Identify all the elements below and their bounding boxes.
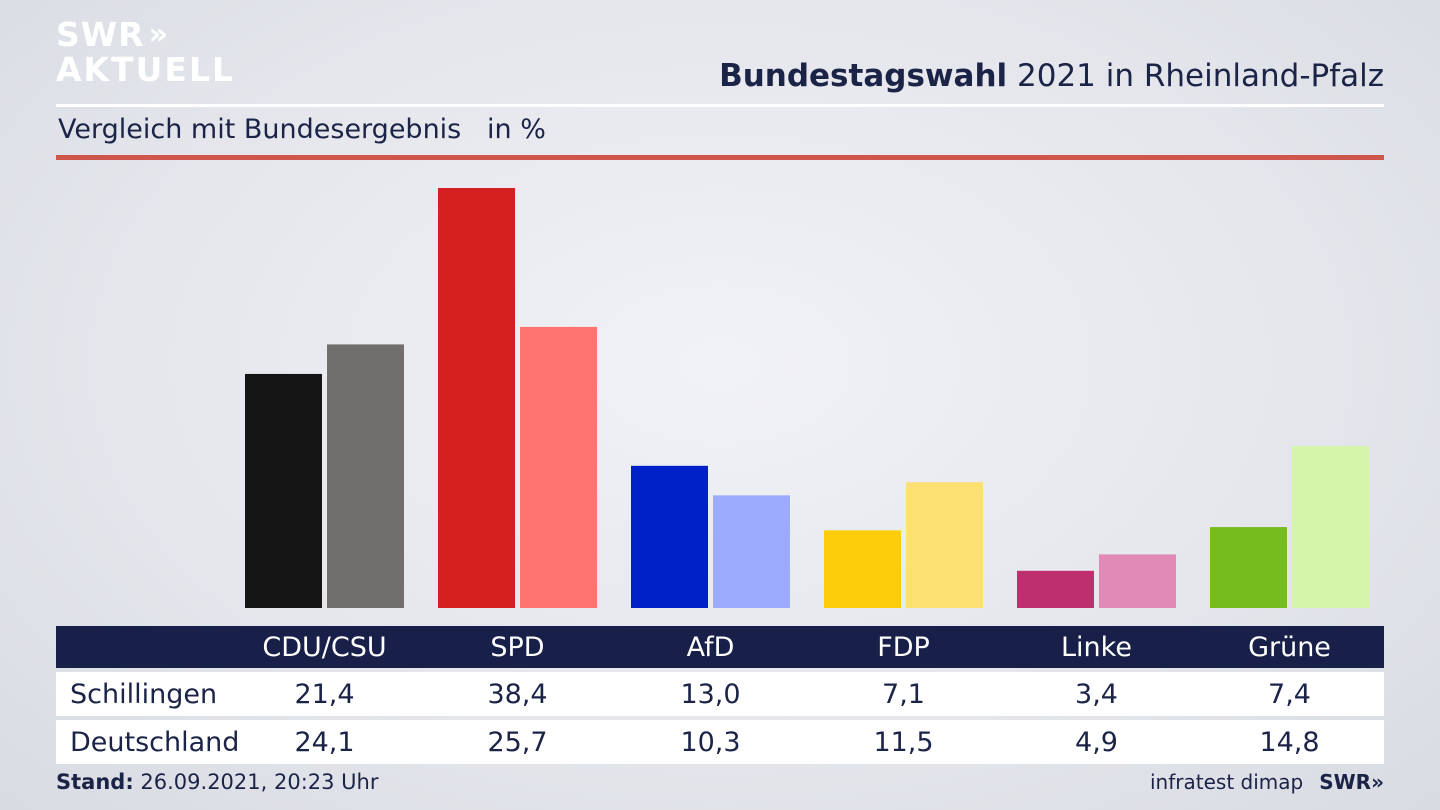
bar-fdp-deutschland <box>906 482 983 608</box>
chart-headline: Bundestagswahl 2021 in Rheinland-Pfalz <box>719 58 1384 94</box>
value-schillingen-gr-ne: 7,4 <box>1268 678 1311 710</box>
bar-linke-schillingen <box>1017 570 1094 608</box>
value-deutschland-gr-ne: 14,8 <box>1259 726 1320 758</box>
row-label-deutschland: Deutschland <box>70 726 240 758</box>
logo-swr-text: SWR <box>56 15 145 54</box>
value-deutschland-afd: 10,3 <box>680 726 741 758</box>
bar-cdu-csu-deutschland <box>327 344 404 608</box>
source-credit: infratest dimap SWR» <box>1150 770 1384 794</box>
value-deutschland-spd: 25,7 <box>487 726 548 758</box>
bar-gr-ne-deutschland <box>1292 446 1369 608</box>
value-schillingen-spd: 38,4 <box>487 678 548 710</box>
subtitle-divider <box>56 155 1384 160</box>
bar-afd-deutschland <box>713 495 790 608</box>
stand-value: 26.09.2021, 20:23 Uhr <box>133 770 379 794</box>
results-table: CDU/CSU SPD AfD FDP Linke Grüne Schillingen 21… <box>56 626 1384 764</box>
value-schillingen-cdu-csu: 21,4 <box>294 678 355 710</box>
row-label-schillingen: Schillingen <box>70 678 218 710</box>
table-header-row: CDU/CSU SPD AfD FDP Linke Grüne <box>56 626 1384 668</box>
column-header-cdu-csu: CDU/CSU <box>262 631 387 663</box>
value-deutschland-linke: 4,9 <box>1075 726 1118 758</box>
stand-label: Stand: <box>56 770 134 794</box>
column-header-afd: AfD <box>686 631 735 663</box>
bar-spd-schillingen <box>438 188 515 608</box>
column-header-gr-ne: Grüne <box>1248 631 1331 663</box>
value-schillingen-afd: 13,0 <box>680 678 741 710</box>
swr-brand-icon: SWR» <box>1319 770 1384 794</box>
header-divider <box>56 104 1384 107</box>
value-deutschland-cdu-csu: 24,1 <box>294 726 355 758</box>
headline-bold: Bundestagswahl <box>719 58 1008 94</box>
table-row-schillingen: Schillingen 21,4 38,4 13,0 7,1 3,4 7,4 <box>56 672 1384 716</box>
bar-chart <box>245 188 1369 608</box>
column-header-spd: SPD <box>490 631 545 663</box>
value-schillingen-linke: 3,4 <box>1075 678 1118 710</box>
logo-aktuell-text: AKTUELL <box>56 50 236 89</box>
column-header-linke: Linke <box>1061 631 1132 663</box>
bar-spd-deutschland <box>520 326 597 608</box>
bar-afd-schillingen <box>631 465 708 608</box>
chart-subtitle: Vergleich mit Bundesergebnis in % <box>58 114 546 145</box>
bar-fdp-schillingen <box>824 530 901 608</box>
value-schillingen-fdp: 7,1 <box>882 678 925 710</box>
stand-timestamp: Stand: 26.09.2021, 20:23 Uhr <box>56 770 379 794</box>
bar-linke-deutschland <box>1099 554 1176 608</box>
table-row-deutschland: Deutschland 24,1 25,7 10,3 11,5 4,9 14,8 <box>56 720 1384 764</box>
source-text: infratest dimap <box>1150 770 1304 794</box>
swr-aktuell-logo: SWR » AKTUELL <box>56 18 235 86</box>
bar-cdu-csu-schillingen <box>245 373 322 608</box>
value-deutschland-fdp: 11,5 <box>873 726 934 758</box>
column-header-fdp: FDP <box>877 631 930 663</box>
bar-gr-ne-schillingen <box>1210 527 1287 608</box>
headline-rest: 2021 in Rheinland-Pfalz <box>1007 58 1384 94</box>
